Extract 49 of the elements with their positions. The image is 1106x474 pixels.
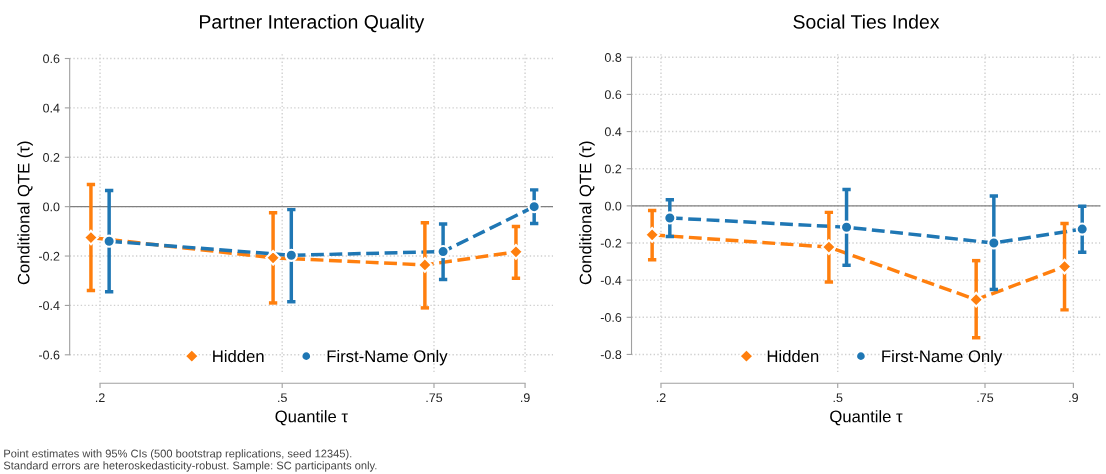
y-tick-label: 0.8 [604, 53, 622, 62]
y-tick-label: 0.0 [43, 202, 60, 212]
text: Point estimates with 95% CIs (500 bootstrap replications, seed 12345). Standard errors are heteroskedasticity-robust. Sample: SC participants only. [3, 449, 377, 472]
x-tick-label: .75 [977, 393, 994, 403]
legend-label: First-Name Only [327, 349, 448, 366]
point [284, 248, 298, 262]
y-axis-title: Conditional QTE (τ) [579, 141, 595, 285]
point [839, 220, 854, 234]
y-tick-label: -0.4 [600, 275, 622, 285]
chart-title: Partner Interaction Quality [200, 14, 425, 33]
y-tick-label: -0.6 [600, 313, 622, 322]
legend-label: Hidden [213, 349, 264, 363]
y-tick-label: -0.8 [600, 350, 622, 360]
x-axis-title: Quantile τ [275, 410, 348, 426]
x-tick-label: .9 [1069, 393, 1078, 403]
y-tick-label: 0.6 [604, 90, 622, 100]
chart-title: Social Ties Index [793, 14, 940, 29]
y-tick-label: -0.2 [600, 238, 622, 248]
point [508, 243, 524, 260]
y-axis-title: Conditional QTE (τ) [17, 141, 33, 285]
x-tick-label: .2 [656, 393, 666, 402]
point [102, 234, 116, 248]
point [436, 245, 450, 259]
x-tick-label: .2 [95, 393, 105, 402]
point [265, 249, 281, 266]
y-tick-label: -0.6 [38, 350, 60, 360]
x-tick-label: .9 [521, 393, 530, 403]
x-tick-label: .5 [278, 393, 287, 403]
point [987, 236, 1001, 250]
y-tick-label: 0.4 [604, 127, 622, 137]
x-tick-label: .75 [426, 393, 443, 403]
point [644, 226, 661, 243]
y-tick-label: 0.4 [43, 103, 60, 113]
point [83, 229, 99, 246]
point [820, 239, 837, 256]
point [1075, 222, 1089, 236]
point [968, 291, 985, 308]
x-tick-label: .5 [833, 393, 843, 403]
y-tick-label: 0.0 [604, 201, 622, 211]
y-tick-label: 0.2 [604, 164, 622, 174]
legend-label: Hidden [767, 349, 819, 363]
y-tick-label: 0.6 [43, 54, 60, 64]
point [663, 211, 677, 225]
y-tick-label: -0.4 [38, 301, 60, 311]
legend-label: First-Name Only [882, 349, 1003, 366]
x-axis-title: Quantile τ [830, 410, 903, 426]
point [527, 200, 541, 214]
y-tick-label: 0.2 [43, 153, 60, 162]
y-tick-label: -0.2 [38, 251, 60, 261]
